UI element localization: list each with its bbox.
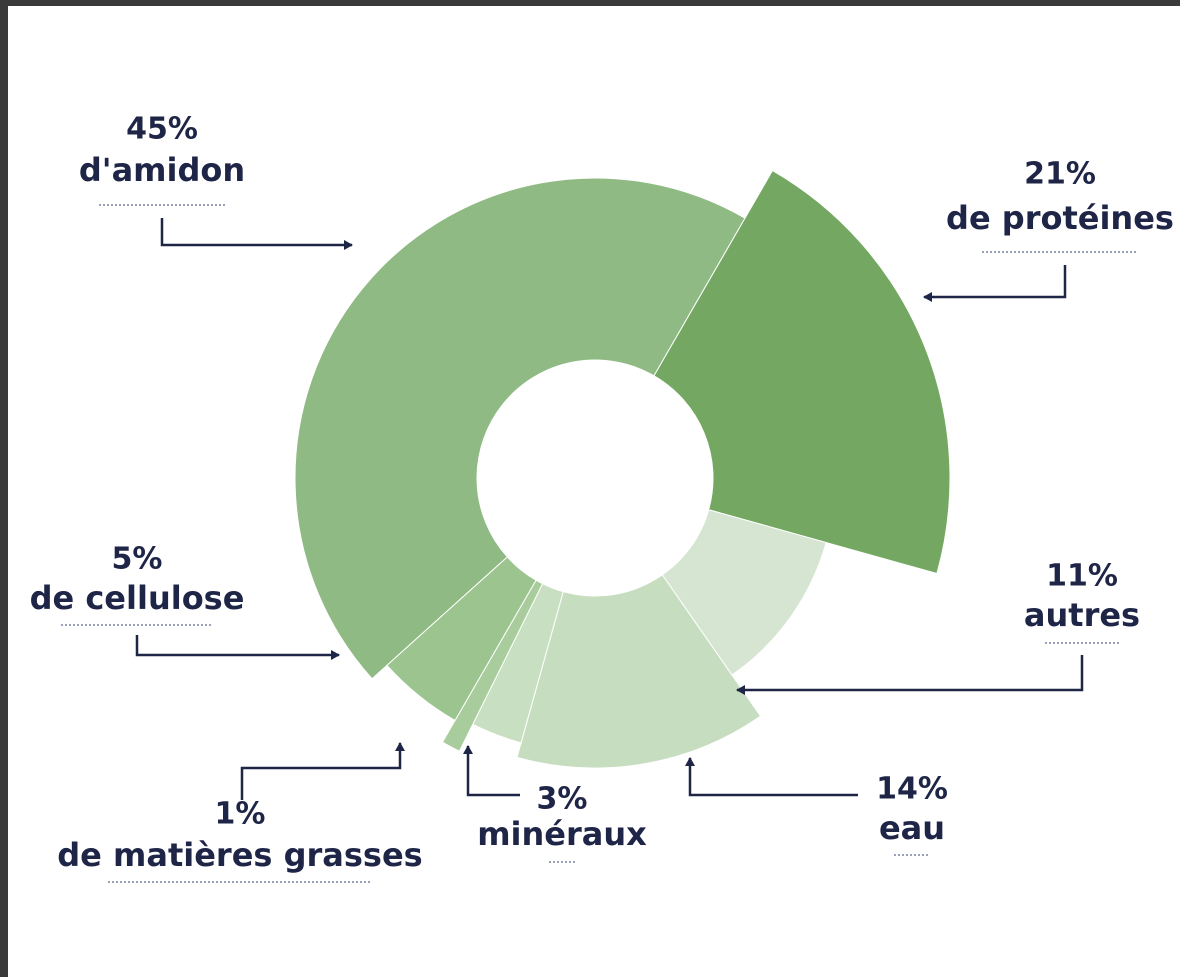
value-label: 14% [876, 772, 948, 807]
label-arrow [135, 635, 340, 660]
value-label: 45% [126, 112, 198, 147]
category-label: de matières grasses [57, 836, 422, 874]
category-label: autres [1024, 596, 1140, 634]
label-arrow [685, 757, 858, 797]
label-arrow [160, 218, 353, 250]
background [8, 6, 1180, 977]
category-label: minéraux [477, 815, 647, 853]
category-label: de protéines [946, 199, 1174, 237]
label-arrow [240, 742, 405, 800]
value-label: 5% [112, 542, 163, 577]
label-arrow [923, 265, 1067, 302]
label-arrow [463, 745, 520, 797]
value-label: 1% [215, 797, 266, 832]
slice [294, 177, 746, 680]
value-label: 11% [1046, 559, 1118, 594]
category-label: d'amidon [79, 151, 245, 189]
slice [386, 556, 537, 722]
category-label: de cellulose [30, 579, 245, 617]
value-label: 3% [537, 782, 588, 817]
category-label: eau [879, 809, 945, 847]
slice [516, 574, 762, 769]
value-label: 21% [1024, 157, 1096, 192]
label-arrow [736, 655, 1084, 695]
slice [653, 169, 951, 575]
